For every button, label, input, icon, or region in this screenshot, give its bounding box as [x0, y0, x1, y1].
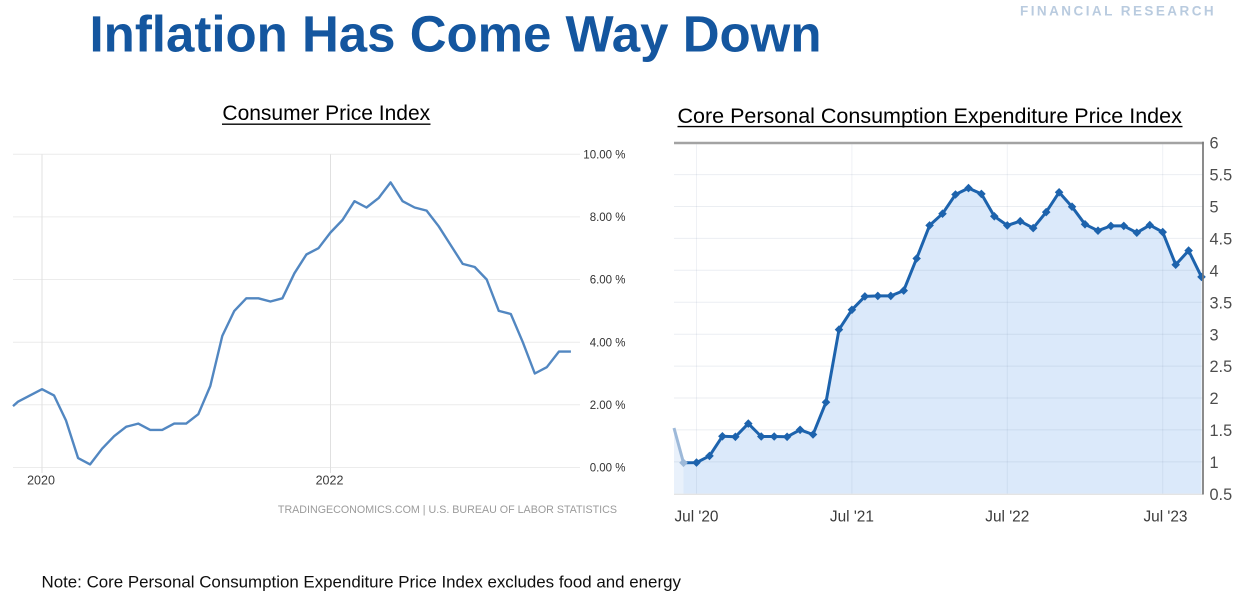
svg-text:8.00 %: 8.00 %: [590, 212, 626, 224]
svg-text:0.00 %: 0.00 %: [590, 463, 626, 475]
svg-text:Inflation Has Come Way Down: Inflation Has Come Way Down: [90, 6, 822, 63]
svg-text:2020: 2020: [27, 474, 55, 488]
svg-text:4: 4: [1210, 262, 1219, 280]
svg-text:Jul '23: Jul '23: [1143, 509, 1187, 526]
svg-text:0.5: 0.5: [1210, 486, 1233, 504]
svg-text:Consumer Price Index: Consumer Price Index: [222, 102, 430, 125]
svg-text:Jul '22: Jul '22: [985, 509, 1029, 526]
svg-text:4.00 %: 4.00 %: [590, 337, 626, 349]
svg-text:5: 5: [1210, 199, 1219, 217]
svg-text:Core Personal Consumption Expe: Core Personal Consumption Expenditure Pr…: [678, 104, 1183, 128]
svg-text:4.5: 4.5: [1210, 231, 1233, 249]
svg-text:5.5: 5.5: [1210, 167, 1233, 185]
svg-text:FINANCIAL RESEARCH: FINANCIAL RESEARCH: [1020, 3, 1216, 18]
svg-text:2.5: 2.5: [1210, 358, 1233, 376]
svg-text:6.00 %: 6.00 %: [590, 275, 626, 287]
svg-text:Jul '21: Jul '21: [830, 509, 874, 526]
svg-text:6: 6: [1210, 135, 1219, 153]
svg-text:2022: 2022: [316, 474, 344, 488]
svg-text:Note: Core Personal Consumptio: Note: Core Personal Consumption Expendit…: [42, 573, 682, 592]
svg-text:2: 2: [1210, 390, 1219, 408]
svg-text:Jul '20: Jul '20: [674, 509, 718, 526]
svg-text:1.5: 1.5: [1210, 422, 1233, 440]
svg-text:TRADINGECONOMICS.COM | U.S. BU: TRADINGECONOMICS.COM | U.S. BUREAU OF LA…: [278, 504, 617, 516]
svg-text:1: 1: [1210, 454, 1219, 472]
svg-text:3: 3: [1210, 326, 1219, 344]
svg-text:10.00 %: 10.00 %: [583, 149, 625, 161]
svg-text:3.5: 3.5: [1210, 294, 1233, 312]
svg-text:2.00 %: 2.00 %: [590, 400, 626, 412]
